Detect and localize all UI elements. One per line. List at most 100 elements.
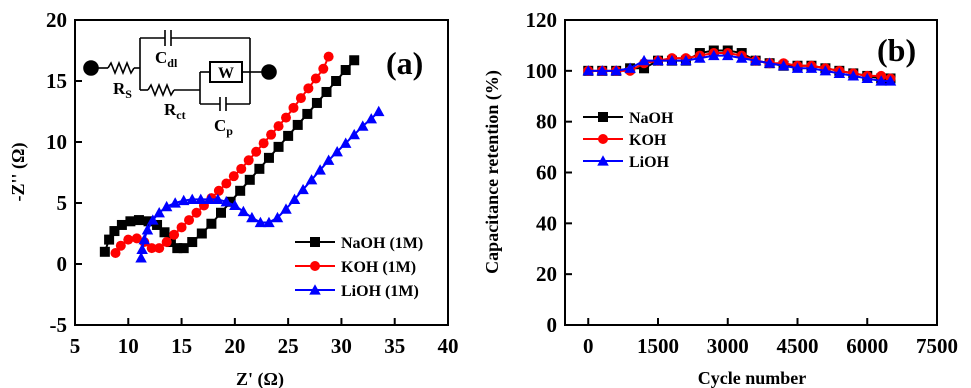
data-point-circle [191, 207, 202, 218]
data-point-square [331, 76, 342, 86]
data-point-square [311, 97, 322, 108]
data-point-triangle [339, 137, 352, 148]
data-point-circle [288, 102, 299, 113]
y-tick-label: 20 [536, 262, 557, 286]
data-point-square [283, 130, 294, 141]
x-tick-label: 7500 [916, 334, 958, 358]
axes-a: 5 10 15 20 25 30 35 40 -5 0 5 10 15 20 [46, 8, 459, 358]
data-point-circle [243, 155, 254, 166]
data-point-square [109, 226, 120, 237]
x-tick-label: 15 [171, 334, 192, 358]
data-point-triangle [777, 60, 790, 71]
x-tick-label: 0 [583, 334, 594, 358]
data-point-circle [110, 248, 121, 259]
legend-marker [597, 155, 609, 166]
data-point-triangle [246, 211, 258, 223]
y-tick-label: 20 [46, 8, 67, 32]
y-tick-label: -5 [50, 313, 68, 337]
data-point-triangle [666, 54, 678, 66]
data-point-triangle [356, 120, 369, 131]
data-point-triangle [610, 65, 622, 76]
data-point-triangle [186, 193, 198, 204]
data-point-triangle [875, 75, 887, 86]
data-point-square [244, 174, 255, 185]
data-point-triangle [735, 52, 748, 63]
data-point-triangle [372, 105, 385, 117]
y-tick-label: 80 [536, 110, 557, 134]
data-point-triangle [195, 193, 207, 204]
panel-b: 0 1500 3000 4500 6000 7500 0 20 40 60 80 100 120 (b)… [482, 8, 958, 388]
data-point-triangle [694, 52, 706, 63]
svg-text:RS: RS [113, 79, 132, 101]
circuit-label-rs: R [113, 79, 126, 98]
data-point-triangle [135, 252, 147, 263]
legend-marker [310, 261, 320, 271]
legend-b: NaOH KOH LiOH [583, 110, 674, 171]
legend-marker [310, 237, 320, 247]
y-tick-label: 120 [526, 8, 558, 32]
y-tick-label: 15 [46, 69, 67, 93]
legend-label: LiOH (1M) [341, 283, 419, 300]
y-axis-label-b: Capacitance retention (%) [482, 70, 503, 274]
series-group-a [99, 51, 385, 263]
x-axis-label-b: Cycle number [698, 368, 806, 388]
legend-label: LiOH [629, 154, 670, 171]
svg-text:Cdl: Cdl [155, 48, 178, 70]
data-point-square [99, 246, 110, 257]
y-tick-label: 10 [46, 130, 67, 154]
axes-b: 0 1500 3000 4500 6000 7500 0 20 40 60 80 100 120 [526, 8, 959, 358]
circuit-label-cp: C [214, 116, 226, 135]
series-group-b [582, 45, 897, 86]
data-point-triangle [680, 54, 692, 66]
x-tick-label: 6000 [846, 334, 888, 358]
data-point-triangle [749, 54, 762, 66]
data-point-circle [323, 51, 334, 62]
data-point-circle [131, 233, 142, 244]
data-point-circle [236, 163, 247, 174]
panel-label-b: (b) [877, 32, 916, 68]
data-point-triangle [805, 62, 818, 73]
data-point-circle [251, 146, 262, 157]
data-point-circle [176, 222, 187, 233]
data-point-triangle [212, 193, 224, 204]
y-tick-label: 60 [536, 161, 557, 185]
data-point-square [639, 63, 650, 74]
data-point-triangle [305, 174, 318, 185]
data-point-triangle [884, 75, 897, 86]
data-point-triangle [203, 193, 216, 204]
data-point-circle [213, 185, 224, 196]
equivalent-circuit [83, 30, 277, 111]
data-point-square [321, 86, 332, 97]
data-point-triangle [136, 243, 148, 254]
data-point-triangle [847, 70, 860, 81]
data-point-square [187, 237, 198, 248]
circuit-label-rct: R [164, 100, 177, 119]
data-point-square [302, 108, 313, 119]
data-point-triangle [819, 65, 832, 76]
panel-a: 5 10 15 20 25 30 35 40 -5 0 5 10 15 20 (a) Z' (Ω) -Z'… [8, 8, 459, 388]
legend-label: NaOH (1M) [341, 235, 423, 252]
panel-label-a: (a) [386, 45, 423, 81]
x-tick-label: 10 [118, 334, 139, 358]
x-tick-label: 25 [278, 334, 299, 358]
data-point-triangle [297, 183, 309, 195]
svg-text:Rct: Rct [164, 100, 186, 122]
data-point-triangle [138, 233, 151, 245]
y-tick-label: 5 [57, 191, 68, 215]
data-point-triangle [861, 72, 873, 84]
circuit-label-cdl: C [155, 48, 167, 67]
data-point-triangle [177, 194, 190, 206]
data-point-circle [154, 243, 165, 254]
data-point-triangle [596, 65, 608, 76]
x-tick-label: 3000 [707, 334, 749, 358]
data-point-triangle [833, 67, 846, 78]
data-point-circle [273, 121, 284, 132]
data-point-triangle [263, 216, 275, 228]
data-point-circle [228, 171, 239, 182]
data-point-triangle [160, 200, 173, 212]
data-point-circle [221, 178, 232, 189]
legend-marker [309, 284, 321, 295]
data-point-triangle [582, 65, 594, 76]
data-point-triangle [314, 164, 326, 175]
circuit-label-cp-sub: p [226, 124, 233, 138]
